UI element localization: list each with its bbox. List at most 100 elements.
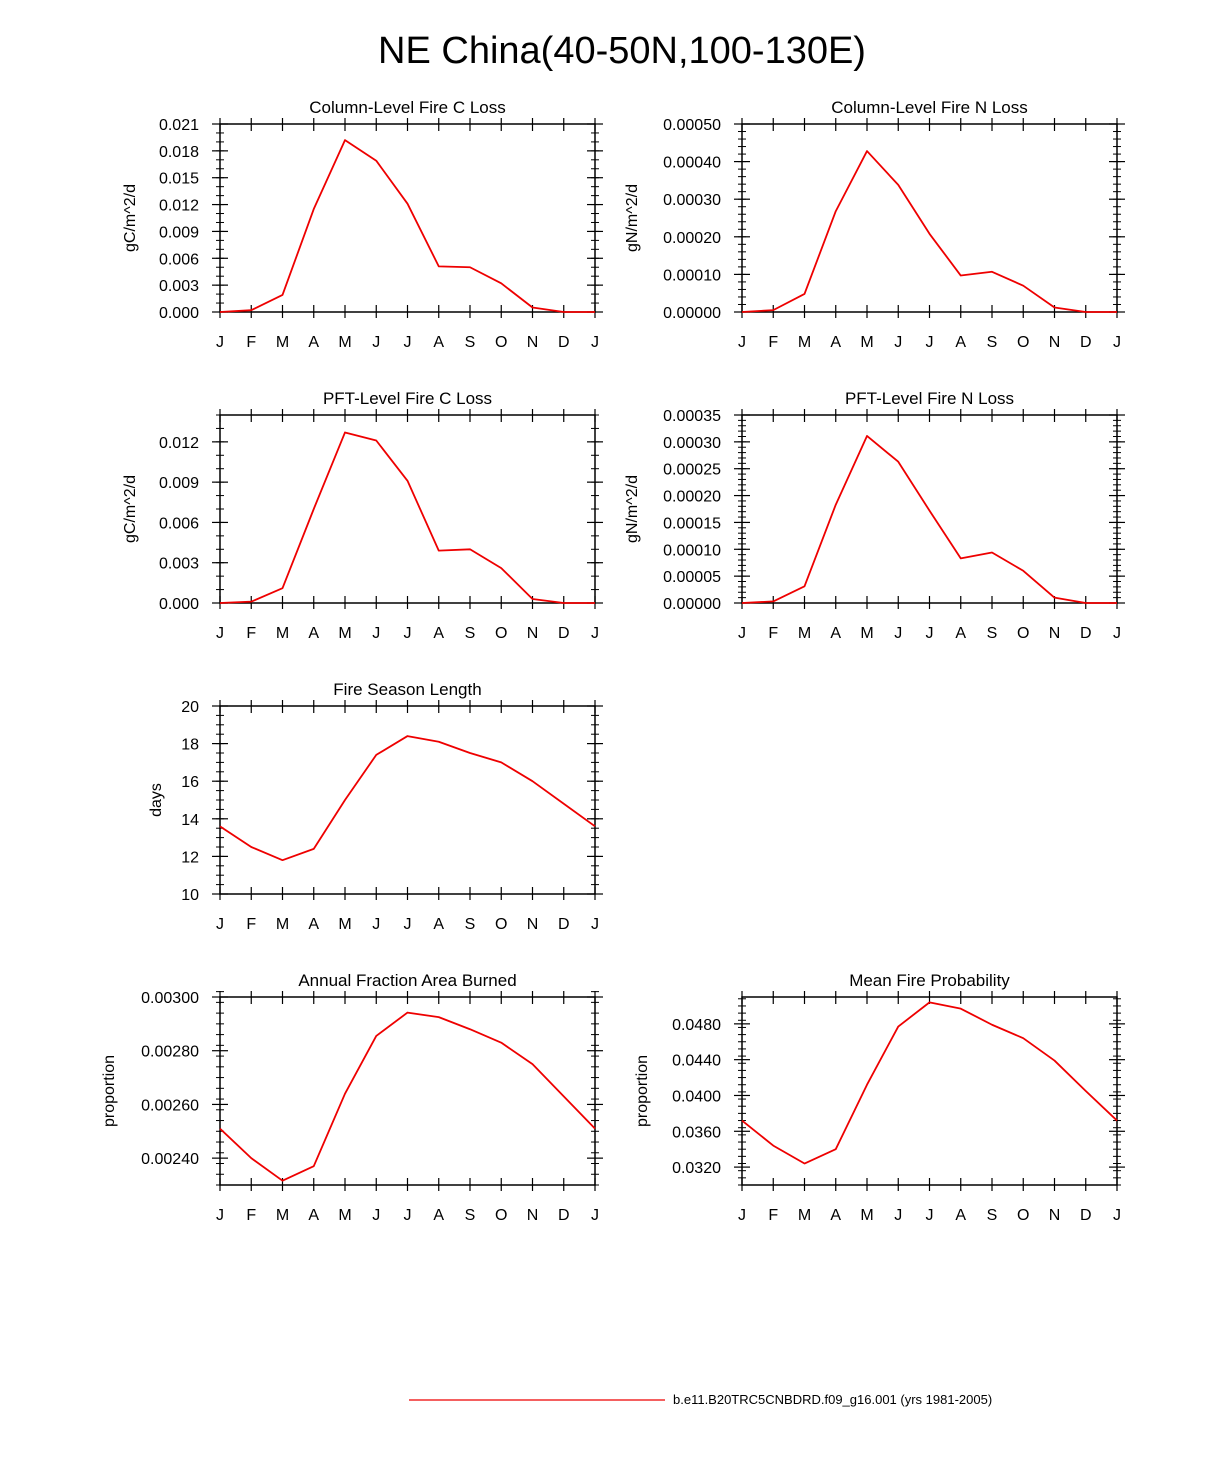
plot-frame [219, 705, 596, 895]
x-tick-label: J [404, 916, 412, 933]
y-tick-label: 0.00035 [663, 408, 721, 425]
chart-column-c-loss: J F M A M J J A S O N D J 0.000 0.003 0.006 0.009 0.012 0.… [122, 98, 603, 351]
x-tick-label: M [338, 916, 351, 933]
plot-title: Column-Level Fire C Loss [309, 98, 506, 117]
x-tick-label: J [216, 1207, 224, 1224]
plot-title: Column-Level Fire N Loss [831, 98, 1028, 117]
x-tick-label: N [1049, 625, 1061, 642]
x-tick-label: F [246, 625, 256, 642]
x-tick-label: J [926, 1207, 934, 1224]
main-title: NE China(40-50N,100-130E) [378, 30, 866, 72]
y-tick-label: 0.00000 [663, 596, 721, 613]
chart-pft-n-loss: J F M A M J J A S O N D J 0.00000 0.00005 0.00010 0.0001… [624, 389, 1125, 642]
x-tick-label: J [216, 334, 224, 351]
x-tick-label: J [894, 1207, 902, 1224]
y-tick-label: 0.00020 [663, 230, 721, 247]
x-tick-label: A [955, 625, 966, 642]
x-tick-label: J [591, 1207, 599, 1224]
y-tick-label: 0.009 [159, 224, 199, 241]
y-tick-label: 0.0360 [672, 1124, 721, 1141]
chart-pft-c-loss: J F M A M J J A S O N D J 0.000 0.003 0.006 0.009 0.012 PF… [122, 389, 603, 642]
y-tick-label: 0.006 [159, 251, 199, 268]
x-tick-label: M [798, 625, 811, 642]
x-tick-label: M [860, 334, 873, 351]
y-tick-label: 16 [181, 774, 199, 791]
plot-title: Fire Season Length [333, 680, 481, 699]
x-tick-label: N [527, 334, 539, 351]
x-tick-label: M [860, 625, 873, 642]
y-tick-label: 0.0400 [672, 1088, 721, 1105]
y-tick-label: 0.00005 [663, 569, 721, 586]
x-tick-label: A [308, 916, 319, 933]
charts-group: J F M A M J J A S O N D J 0.000 0.003 0.006 0.009 0.012 0.… [101, 98, 1125, 1224]
x-tick-label: A [433, 625, 444, 642]
x-tick-label: A [830, 334, 841, 351]
x-tick-label: M [276, 334, 289, 351]
plot-frame [741, 996, 1118, 1186]
x-tick-label: S [465, 334, 476, 351]
x-tick-label: S [987, 334, 998, 351]
x-tick-label: J [738, 334, 746, 351]
series-line [219, 139, 595, 313]
x-tick-label: J [591, 625, 599, 642]
x-tick-label: J [591, 916, 599, 933]
x-tick-label: S [465, 916, 476, 933]
x-tick-label: F [768, 334, 778, 351]
plot-frame [219, 123, 596, 313]
y-tick-label: 0.00260 [141, 1097, 199, 1114]
x-tick-label: O [495, 334, 507, 351]
y-tick-label: 0.00300 [141, 990, 199, 1007]
legend-label: b.e11.B20TRC5CNBDRD.f09_g16.001 (yrs 198… [673, 1392, 992, 1407]
x-tick-label: J [738, 625, 746, 642]
y-tick-label: 0.00025 [663, 462, 721, 479]
x-tick-label: N [527, 1207, 539, 1224]
y-tick-label: 0.012 [159, 435, 199, 452]
x-tick-label: J [1113, 334, 1121, 351]
x-tick-label: A [955, 334, 966, 351]
y-tick-label: 0.0320 [672, 1160, 721, 1177]
x-tick-label: D [558, 334, 570, 351]
plot-frame [219, 414, 596, 604]
y-tick-label: 0.000 [159, 305, 199, 322]
x-tick-label: J [216, 916, 224, 933]
x-tick-label: D [1080, 1207, 1092, 1224]
x-tick-label: J [591, 334, 599, 351]
x-tick-label: J [372, 1207, 380, 1224]
x-tick-label: J [404, 334, 412, 351]
x-tick-label: M [798, 1207, 811, 1224]
x-tick-label: J [1113, 1207, 1121, 1224]
x-tick-label: A [308, 334, 319, 351]
y-tick-label: 0.00040 [663, 155, 721, 172]
x-tick-label: D [558, 625, 570, 642]
y-axis-label: proportion [634, 1055, 651, 1127]
y-axis-label: gC/m^2/d [122, 184, 139, 252]
y-tick-label: 0.00030 [663, 435, 721, 452]
x-tick-label: D [558, 916, 570, 933]
chart-column-n-loss: J F M A M J J A S O N D J 0.00000 0.00010 0.00020 0.0003… [624, 98, 1125, 351]
x-tick-label: J [926, 334, 934, 351]
x-tick-label: J [404, 1207, 412, 1224]
y-tick-label: 12 [181, 849, 199, 866]
y-tick-label: 0.00015 [663, 515, 721, 532]
x-tick-label: O [495, 1207, 507, 1224]
x-tick-label: J [372, 916, 380, 933]
series-line [219, 431, 595, 604]
y-tick-label: 0.018 [159, 144, 199, 161]
x-tick-label: A [830, 625, 841, 642]
x-tick-label: O [495, 625, 507, 642]
x-tick-label: N [1049, 1207, 1061, 1224]
x-tick-label: F [246, 334, 256, 351]
x-tick-label: J [926, 625, 934, 642]
x-tick-label: N [1049, 334, 1061, 351]
x-tick-label: S [987, 625, 998, 642]
x-tick-label: M [276, 916, 289, 933]
y-tick-label: 0.000 [159, 596, 199, 613]
x-tick-label: J [216, 625, 224, 642]
x-tick-label: J [372, 334, 380, 351]
x-tick-label: J [1113, 625, 1121, 642]
x-tick-label: A [308, 1207, 319, 1224]
x-tick-label: D [558, 1207, 570, 1224]
y-tick-label: 0.009 [159, 475, 199, 492]
plot-title: PFT-Level Fire C Loss [323, 389, 492, 408]
